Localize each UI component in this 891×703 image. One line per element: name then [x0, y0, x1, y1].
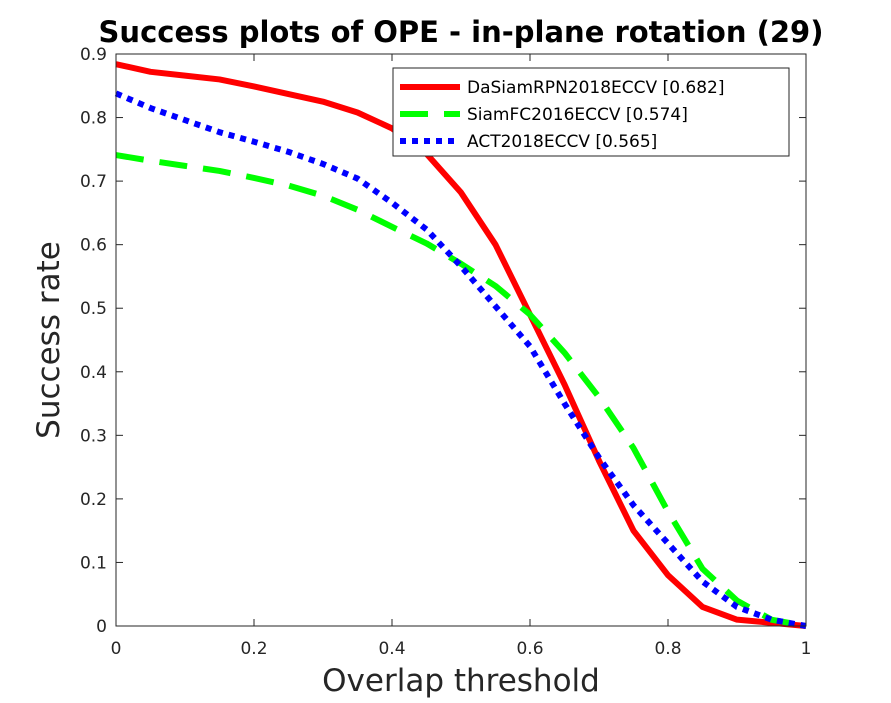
series-line-3: [114, 90, 807, 629]
y-tick-label: 0: [96, 617, 107, 637]
x-tick-label: 0.2: [240, 639, 267, 659]
x-axis-ticks: 0 0.2 0.4 0.6 0.8 1: [111, 54, 812, 659]
y-tick-label: 0.5: [80, 299, 107, 319]
y-tick-label: 0.6: [80, 236, 107, 256]
series-line-1: [115, 61, 807, 629]
y-tick-label: 0.4: [80, 363, 107, 383]
legend: DaSiamRPN2018ECCV [0.682] SiamFC2016ECCV …: [392, 67, 790, 157]
x-tick-label: 1: [801, 639, 812, 659]
plot-area-border: [115, 53, 807, 627]
x-tick-label: 0.6: [516, 639, 543, 659]
legend-label: SiamFC2016ECCV [0.574]: [467, 105, 688, 125]
y-tick-label: 0.3: [80, 426, 107, 446]
series-line-2: [115, 152, 807, 629]
y-axis-label: Success rate: [31, 241, 67, 439]
y-tick-label: 0.9: [80, 45, 107, 65]
y-axis-ticks: 0 0.1 0.2 0.3 0.4 0.5 0.6 0.7 0.8 0.9: [80, 45, 806, 637]
y-tick-label: 0.2: [80, 490, 107, 510]
chart-title: Success plots of OPE - in-plane rotation…: [99, 15, 824, 49]
x-tick-label: 0.4: [378, 639, 405, 659]
legend-label: DaSiamRPN2018ECCV [0.682]: [467, 78, 725, 98]
legend-label: ACT2018ECCV [0.565]: [467, 132, 657, 152]
y-tick-label: 0.8: [80, 109, 107, 129]
y-tick-label: 0.7: [80, 172, 107, 192]
plot-lines: [114, 61, 807, 629]
x-tick-label: 0.8: [654, 639, 681, 659]
x-axis-label: Overlap threshold: [322, 663, 600, 699]
x-tick-label: 0: [111, 639, 122, 659]
y-tick-label: 0.1: [80, 553, 107, 573]
